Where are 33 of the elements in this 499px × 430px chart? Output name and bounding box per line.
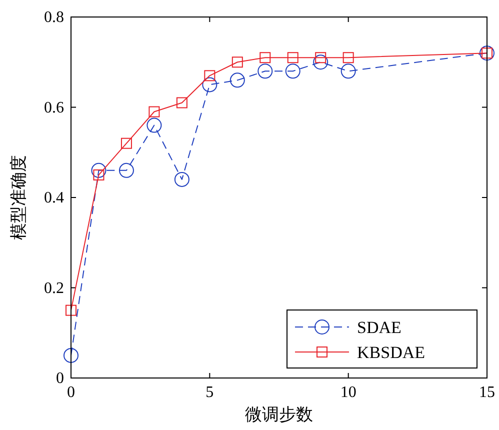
x-tick-label: 5	[206, 384, 214, 401]
legend-label: SDAE	[357, 318, 402, 337]
point	[120, 138, 132, 149]
point	[91, 162, 106, 178]
point	[232, 56, 243, 68]
point	[230, 72, 245, 88]
point	[202, 77, 218, 92]
point	[148, 106, 160, 118]
point	[66, 304, 76, 316]
point	[176, 97, 188, 108]
y-tick-label: 0.2	[44, 280, 64, 297]
legend-label: KBSDAE	[357, 343, 426, 362]
point	[340, 64, 356, 79]
point	[258, 64, 273, 79]
point	[260, 52, 271, 64]
x-tick-label: 10	[340, 384, 356, 401]
point	[313, 54, 328, 70]
point	[204, 70, 216, 82]
x-axis-title: 微调步数	[245, 405, 313, 424]
point	[342, 52, 354, 64]
point	[146, 118, 162, 133]
point	[287, 52, 298, 64]
point	[118, 162, 134, 178]
y-tick-label: 0.4	[44, 190, 64, 206]
point	[64, 348, 78, 363]
x-tick-label: 0	[67, 384, 75, 401]
y-tick-label: 0.8	[44, 9, 64, 26]
y-axis-title: 模型准确度	[9, 155, 28, 240]
y-tick-label: 0.6	[44, 99, 64, 116]
point	[285, 64, 300, 79]
x-tick-label: 15	[479, 384, 495, 401]
point	[174, 172, 190, 187]
y-tick-label: 0	[56, 370, 64, 387]
